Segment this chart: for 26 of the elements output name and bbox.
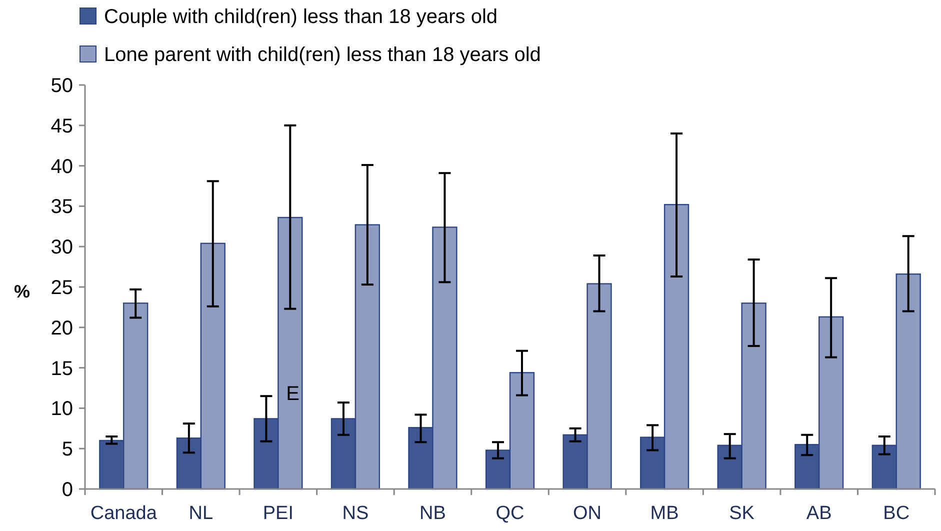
annotation: E <box>286 383 300 406</box>
y-tick-label: 0 <box>62 479 73 501</box>
x-tick-label: NL <box>188 503 214 524</box>
y-tick-label: 20 <box>50 317 73 340</box>
y-tick-label: 10 <box>50 398 73 420</box>
y-tick-label: 45 <box>50 115 73 138</box>
x-tick-label: ON <box>573 503 602 524</box>
y-tick-label: 40 <box>50 156 73 178</box>
y-tick-label: 30 <box>50 236 73 259</box>
y-tick-label: 15 <box>50 358 73 380</box>
x-tick-label: NB <box>420 503 446 524</box>
x-tick-label: Canada <box>90 503 158 524</box>
y-tick-label: 5 <box>62 438 73 461</box>
x-tick-label: NS <box>342 503 369 524</box>
y-tick-label: 50 <box>50 75 73 97</box>
legend-label: Couple with child(ren) less than 18 years old <box>104 6 498 28</box>
x-tick-label: MB <box>650 503 679 524</box>
x-tick-label: PEI <box>262 503 294 524</box>
x-tick-label: BC <box>883 503 910 524</box>
x-tick-label: AB <box>806 503 832 524</box>
x-tick-label: SK <box>729 503 755 524</box>
x-tick-label: QC <box>496 503 524 524</box>
legend-label: Lone parent with child(ren) less than 18 years old <box>104 44 541 66</box>
y-tick-label: 25 <box>50 277 73 299</box>
y-axis-title: % <box>14 281 30 302</box>
y-tick-label: 35 <box>50 196 73 218</box>
